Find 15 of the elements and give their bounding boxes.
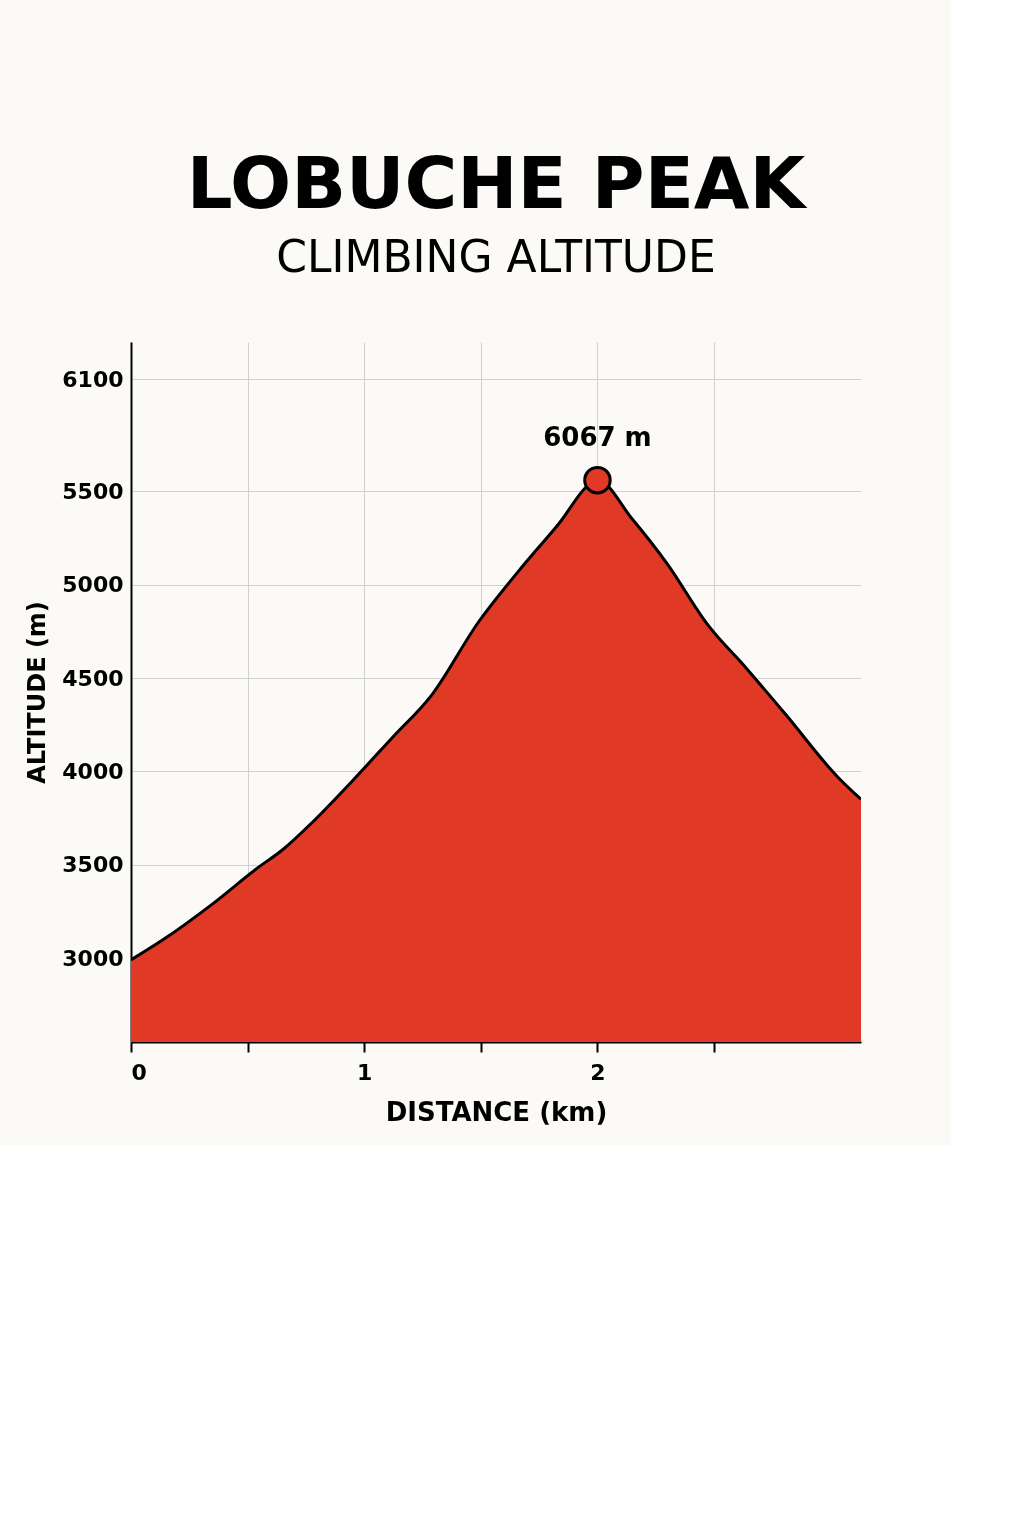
y-tick-label: 4000: [62, 758, 124, 784]
y-axis-title: ALTITUDE (m): [23, 601, 52, 784]
chart-subtitle: CLIMBING ALTITUDE: [276, 231, 716, 282]
x-tick-label: 0: [131, 1059, 147, 1085]
y-tick-label: 4500: [62, 665, 124, 691]
y-tick-label: 3500: [62, 852, 124, 878]
chart-title: LOBUCHE PEAK: [186, 141, 808, 225]
y-tick-label: 3000: [62, 945, 124, 971]
y-tick-label: 5000: [62, 572, 124, 598]
annotation: 6067 m: [543, 422, 652, 453]
x-tick-label: 2: [590, 1059, 606, 1085]
x-axis-title: DISTANCE (km): [385, 1096, 608, 1127]
y-tick-label: 6100: [62, 366, 124, 392]
x-tick-label: 1: [357, 1059, 373, 1085]
y-tick-label: 5500: [62, 478, 124, 504]
